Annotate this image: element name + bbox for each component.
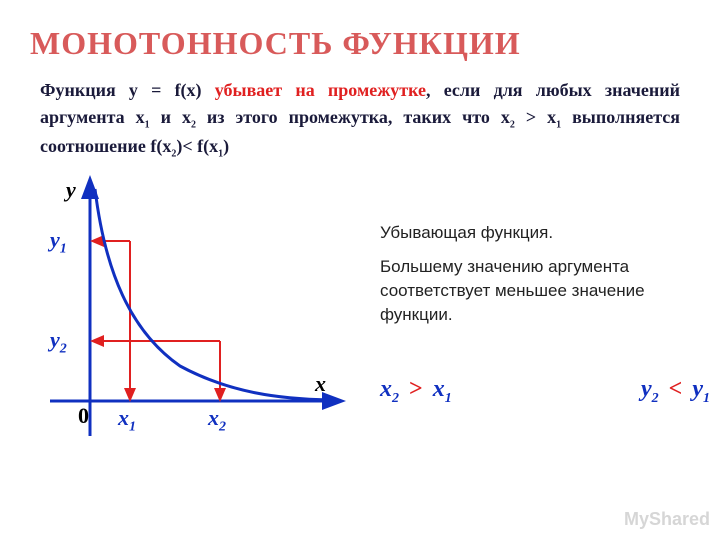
def-part: Функция y = f(x) bbox=[40, 80, 215, 100]
diagram-area: y x 0 y1 y2 x1 x2 Убывающая функция. Бол… bbox=[0, 171, 720, 451]
desc-line2: Большему значению аргумента соответствуе… bbox=[380, 255, 700, 326]
def-part: из этого промежутка, таких что x bbox=[196, 107, 510, 127]
def-part: )< f(x bbox=[176, 136, 218, 156]
graph-box: y x 0 y1 y2 x1 x2 bbox=[20, 171, 360, 451]
def-highlight: убывает на промежутке bbox=[215, 80, 426, 100]
inequality-y: y2 < y1 bbox=[641, 376, 710, 407]
lt-operator: < bbox=[665, 376, 687, 402]
gt-operator: > bbox=[405, 376, 427, 402]
description-text: Убывающая функция. Большему значению арг… bbox=[380, 221, 700, 336]
desc-line1: Убывающая функция. bbox=[380, 221, 700, 245]
watermark: MyShared bbox=[624, 509, 710, 530]
graph-svg bbox=[20, 171, 360, 451]
x2-label: x2 bbox=[208, 405, 226, 435]
y2-label: y2 bbox=[50, 327, 67, 357]
inequality-x: x2 > x1 bbox=[380, 376, 452, 407]
definition-text: Функция y = f(x) убывает на промежутке, … bbox=[0, 62, 720, 171]
x-axis-label: x bbox=[315, 371, 326, 397]
def-part: > x bbox=[515, 107, 556, 127]
inequalities-row: x2 > x1 y2 < y1 bbox=[380, 376, 710, 407]
def-part: и x bbox=[150, 107, 191, 127]
origin-label: 0 bbox=[78, 403, 89, 429]
y1-label: y1 bbox=[50, 227, 67, 257]
slide-title: МОНОТОННОСТЬ ФУНКЦИИ bbox=[0, 0, 720, 62]
def-part: ) bbox=[223, 136, 229, 156]
x1-label: x1 bbox=[118, 405, 136, 435]
y-axis-label: y bbox=[66, 177, 76, 203]
